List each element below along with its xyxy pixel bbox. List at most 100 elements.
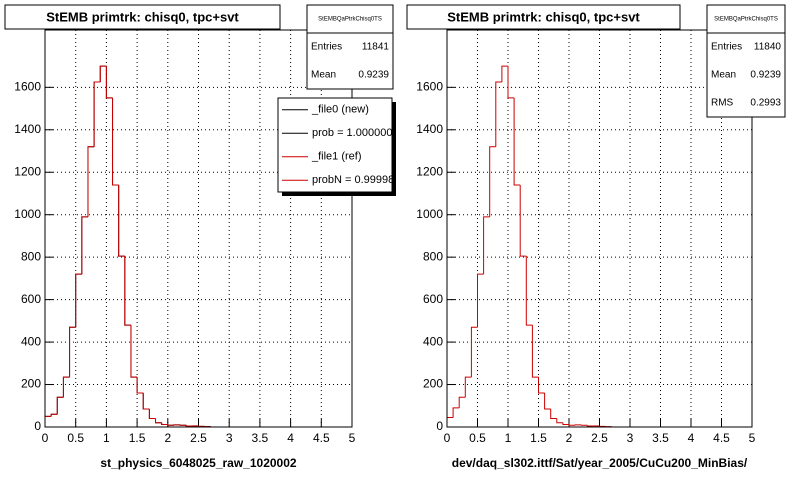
histogram-step [452,407,460,418]
histogram-step [568,424,576,426]
y-tick-label: 600 [423,292,443,306]
x-tick-label: 2 [566,431,573,445]
x-tick-label: 1 [505,431,512,445]
histogram-step [130,325,138,378]
histogram-step [586,425,594,427]
y-tick-label: 1600 [14,79,41,93]
frame [44,29,353,428]
x-tick-label: 3 [226,431,233,445]
histogram-step [124,256,131,326]
frame [446,29,753,428]
x-tick-label: 2.5 [190,431,207,445]
x-tick-label: 0 [42,431,49,445]
stats-key: Mean [711,70,736,81]
x-tick-label: 0 [444,431,451,445]
legend-entry: probN = 0.99998 [312,174,394,186]
stats-value: 0.9239 [358,70,389,81]
histogram-step [483,216,490,275]
stats-box [306,4,394,90]
histogram-step [62,376,70,398]
plot-area [45,30,352,427]
histogram-step [56,396,64,415]
histogram-step [519,184,527,257]
histogram-step [525,256,533,326]
x-tick-label: 0.5 [67,431,84,445]
plot-area [447,30,752,427]
y-tick-label: 0 [34,419,41,433]
x-tick-label: 2.5 [591,431,608,445]
histogram-step [556,418,563,424]
y-tick-label: 400 [423,334,443,348]
x-tick-label: 3 [627,431,634,445]
histogram-step [470,326,478,378]
x-tick-label: 4 [287,431,294,445]
histogram-step [136,377,144,394]
x-tick-label: 1.5 [129,431,146,445]
title-box [406,4,681,30]
histogram-step [550,408,557,420]
x-tick-label: 1.5 [530,431,547,445]
histogram-step [148,408,156,420]
stats-title: StEMBQaPtrkChisq0TS [318,17,382,23]
chart-title: StEMB primtrk: chisq0, tpc+svt [46,9,239,24]
y-tick-label: 1000 [14,207,41,221]
y-tick-label: 1400 [416,122,443,136]
y-tick-label: 1600 [416,79,443,93]
x-axis-label: st_physics_6048025_raw_1020002 [100,456,296,470]
y-tick-label: 400 [21,334,41,348]
x-tick-label: 3.5 [252,431,269,445]
stats-value: 0.9239 [750,70,781,81]
y-tick-label: 800 [21,249,41,263]
legend-box [277,97,393,193]
x-tick-label: 0.5 [469,431,486,445]
x-tick-label: 5 [749,431,756,445]
stats-value: 11840 [754,42,782,53]
histogram-step [112,97,119,186]
histogram-step [562,422,569,425]
histogram-step [75,273,82,328]
y-tick-label: 1200 [416,164,443,178]
histogram-step [544,393,551,410]
stats-value: 0.2993 [750,98,781,109]
stats-key: Entries [711,42,742,53]
stats-value: 11841 [362,42,390,53]
histogram-step [161,422,168,425]
histogram-step [531,325,539,378]
histogram-step [185,425,193,427]
y-tick-label: 0 [436,419,443,433]
stats-key: Mean [311,70,336,81]
chart-title: StEMB primtrk: chisq0, tpc+svt [447,9,640,24]
histogram-step [105,66,113,99]
y-tick-label: 1200 [14,164,41,178]
histogram-step [50,413,58,417]
histogram-step [464,376,472,398]
histogram-step [489,146,496,217]
histogram-step [507,66,515,99]
x-axis-label: dev/daq_sl302.ittf/Sat/year_2005/CuCu200… [452,456,748,470]
y-tick-label: 200 [21,377,41,391]
histogram-step [477,273,484,328]
x-tick-label: 4.5 [713,431,730,445]
histogram-step [501,65,508,83]
y-tick-label: 200 [423,377,443,391]
x-tick-label: 4 [688,431,695,445]
y-tick-label: 1400 [14,122,41,136]
x-tick-label: 1 [103,431,110,445]
y-tick-label: 800 [423,249,443,263]
histogram-step [99,65,107,83]
legend-entry: prob = 1.000000 [312,127,392,139]
x-tick-label: 3.5 [652,431,669,445]
x-tick-label: 4.5 [313,431,330,445]
histogram-step [538,377,545,394]
histogram-step [93,81,101,147]
stats-title: StEMBQaPtrkChisq0TS [714,17,778,23]
x-tick-label: 5 [349,431,356,445]
y-tick-label: 600 [21,292,41,306]
stats-box [706,4,786,118]
histogram-step [513,97,521,186]
histogram-step [69,326,76,378]
legend-entry: _file0 (new) [311,104,369,116]
y-tick-label: 1000 [416,207,443,221]
histogram-step [118,184,125,257]
